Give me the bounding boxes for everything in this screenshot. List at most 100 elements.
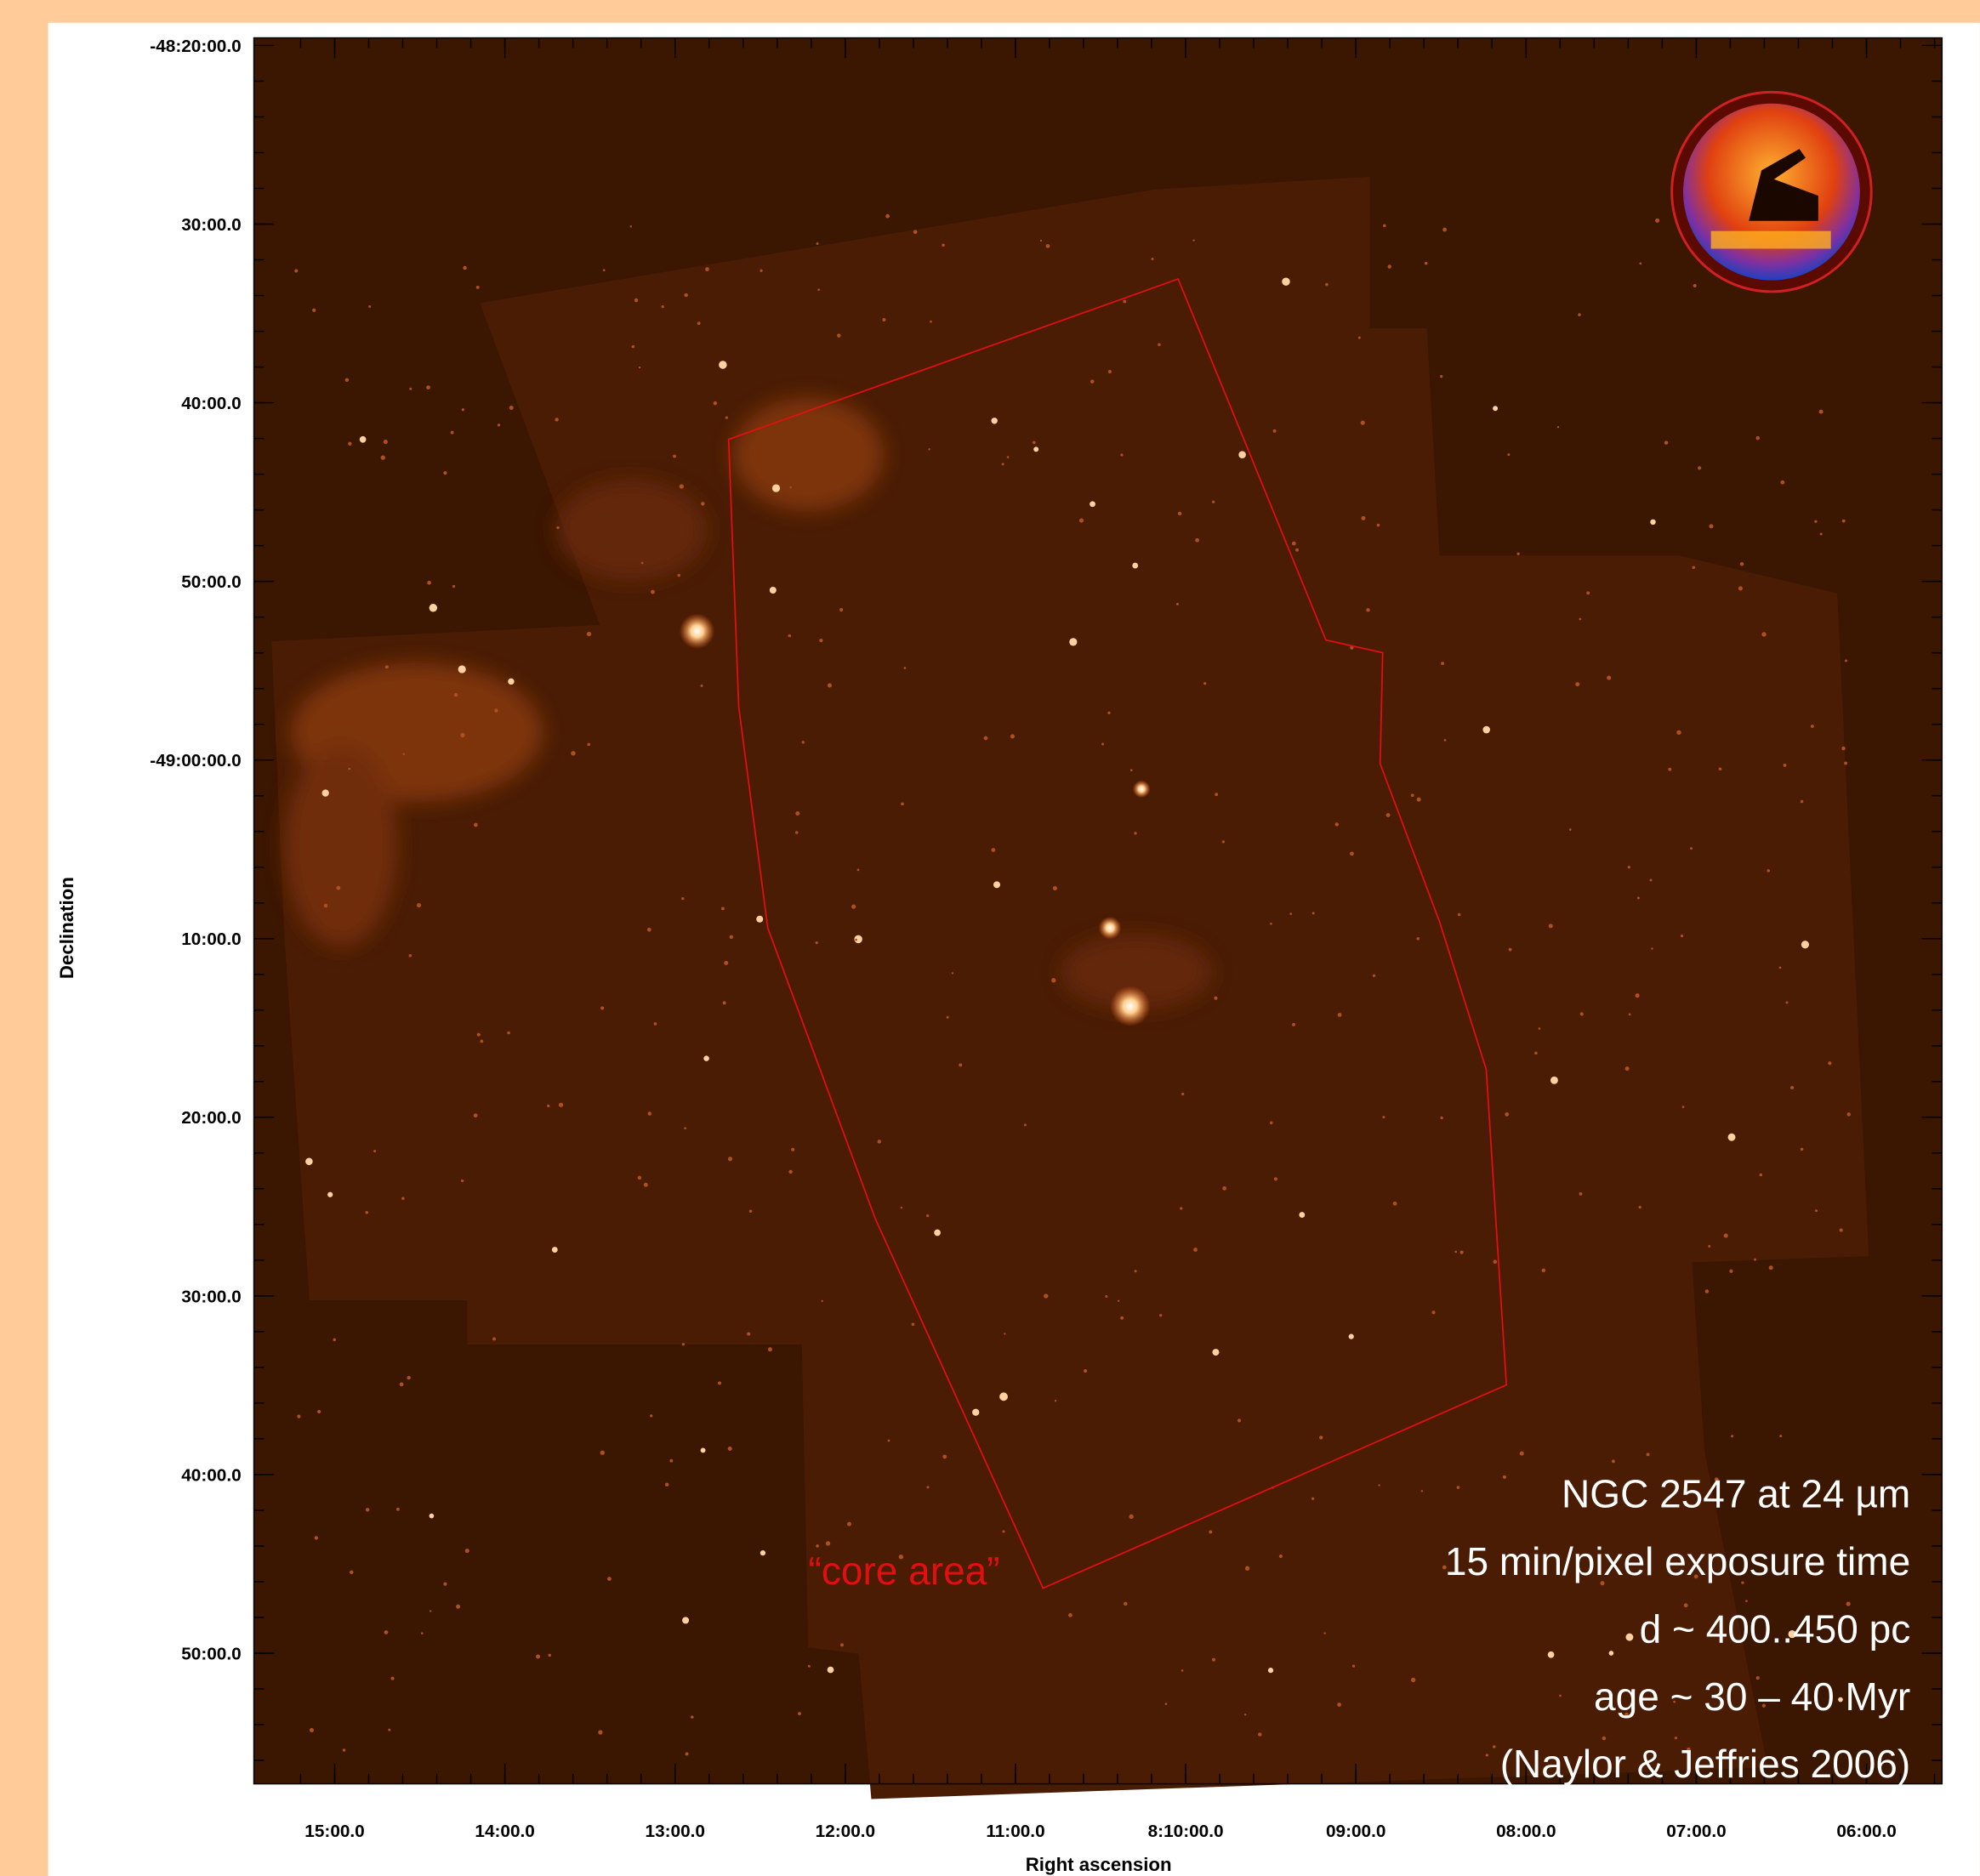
star <box>1724 1234 1728 1238</box>
star <box>1311 1498 1314 1500</box>
star <box>1548 1651 1555 1658</box>
star <box>691 1715 694 1719</box>
star <box>1841 747 1845 750</box>
star <box>461 1180 464 1182</box>
star <box>430 1610 431 1612</box>
y-tick-label: 30:00.0 <box>181 215 241 235</box>
star <box>930 321 932 323</box>
star <box>409 954 412 958</box>
star <box>1509 948 1512 952</box>
star <box>878 1140 881 1143</box>
star <box>368 305 371 308</box>
star <box>768 1347 772 1351</box>
star <box>719 361 727 369</box>
star <box>1655 219 1659 223</box>
star <box>1441 662 1444 665</box>
star <box>795 831 799 834</box>
star <box>1244 1714 1246 1715</box>
star <box>1335 822 1339 826</box>
star <box>816 1544 819 1548</box>
star <box>498 424 500 426</box>
star <box>348 442 351 446</box>
star <box>1769 1265 1773 1270</box>
star <box>1745 1600 1748 1602</box>
star <box>365 1211 368 1214</box>
star <box>458 665 466 673</box>
star <box>1203 682 1206 685</box>
star <box>492 1338 496 1341</box>
star <box>718 1381 721 1384</box>
star <box>1238 1418 1241 1422</box>
star <box>947 1016 949 1019</box>
star <box>1814 520 1817 523</box>
star <box>677 574 680 577</box>
star <box>345 378 349 382</box>
star <box>1383 225 1386 228</box>
star <box>474 1113 478 1117</box>
star <box>639 367 640 368</box>
star <box>1245 1566 1249 1571</box>
star <box>1338 1013 1342 1017</box>
star <box>1569 828 1572 831</box>
star <box>1819 410 1824 414</box>
star <box>1120 1316 1124 1320</box>
star <box>772 484 780 492</box>
star <box>1024 1123 1027 1126</box>
star <box>926 1214 929 1217</box>
star <box>600 1006 604 1009</box>
star <box>1681 935 1683 937</box>
star <box>409 388 412 390</box>
star <box>426 385 430 389</box>
star <box>760 270 762 272</box>
star <box>1575 682 1579 686</box>
star <box>312 309 316 312</box>
star <box>607 1577 612 1581</box>
star <box>1709 524 1713 528</box>
star <box>1557 426 1559 428</box>
star <box>1411 793 1414 797</box>
star <box>1458 913 1461 917</box>
star <box>1033 441 1036 445</box>
star <box>817 288 820 291</box>
star <box>536 1654 540 1658</box>
star <box>430 1514 435 1519</box>
star <box>462 408 464 411</box>
star <box>928 448 930 450</box>
star <box>847 1522 851 1526</box>
star <box>1361 421 1365 425</box>
x-tick-label: 07:00.0 <box>1666 1822 1726 1841</box>
star <box>788 634 791 638</box>
star <box>647 928 651 932</box>
star <box>1846 1602 1851 1606</box>
star <box>855 939 857 941</box>
star <box>1378 1484 1380 1486</box>
star <box>1129 1515 1133 1519</box>
star <box>333 1339 336 1342</box>
star <box>1214 997 1217 1000</box>
star <box>305 1157 313 1165</box>
star <box>1728 1134 1736 1141</box>
star <box>913 230 918 234</box>
figure: -48:20:00.030:00.040:00.050:00.0-49:00:0… <box>0 0 1980 1876</box>
star <box>1212 1349 1219 1356</box>
x-tick-label: 08:00.0 <box>1496 1822 1556 1841</box>
star <box>1055 1400 1056 1401</box>
star <box>1516 553 1519 555</box>
star <box>1040 240 1042 242</box>
star <box>1165 1703 1168 1705</box>
star <box>1612 1459 1615 1463</box>
star <box>548 1654 551 1657</box>
star <box>1844 762 1847 765</box>
star <box>1325 283 1329 287</box>
star <box>366 1508 369 1511</box>
star <box>1579 618 1582 621</box>
x-tick-label: 15:00.0 <box>304 1822 364 1841</box>
star <box>476 286 480 289</box>
star <box>703 1055 709 1061</box>
star <box>430 604 438 612</box>
star <box>1578 313 1581 316</box>
star <box>1494 1260 1497 1264</box>
star <box>1130 769 1133 771</box>
star <box>1312 912 1315 914</box>
y-tick-label: 30:00.0 <box>181 1287 241 1306</box>
